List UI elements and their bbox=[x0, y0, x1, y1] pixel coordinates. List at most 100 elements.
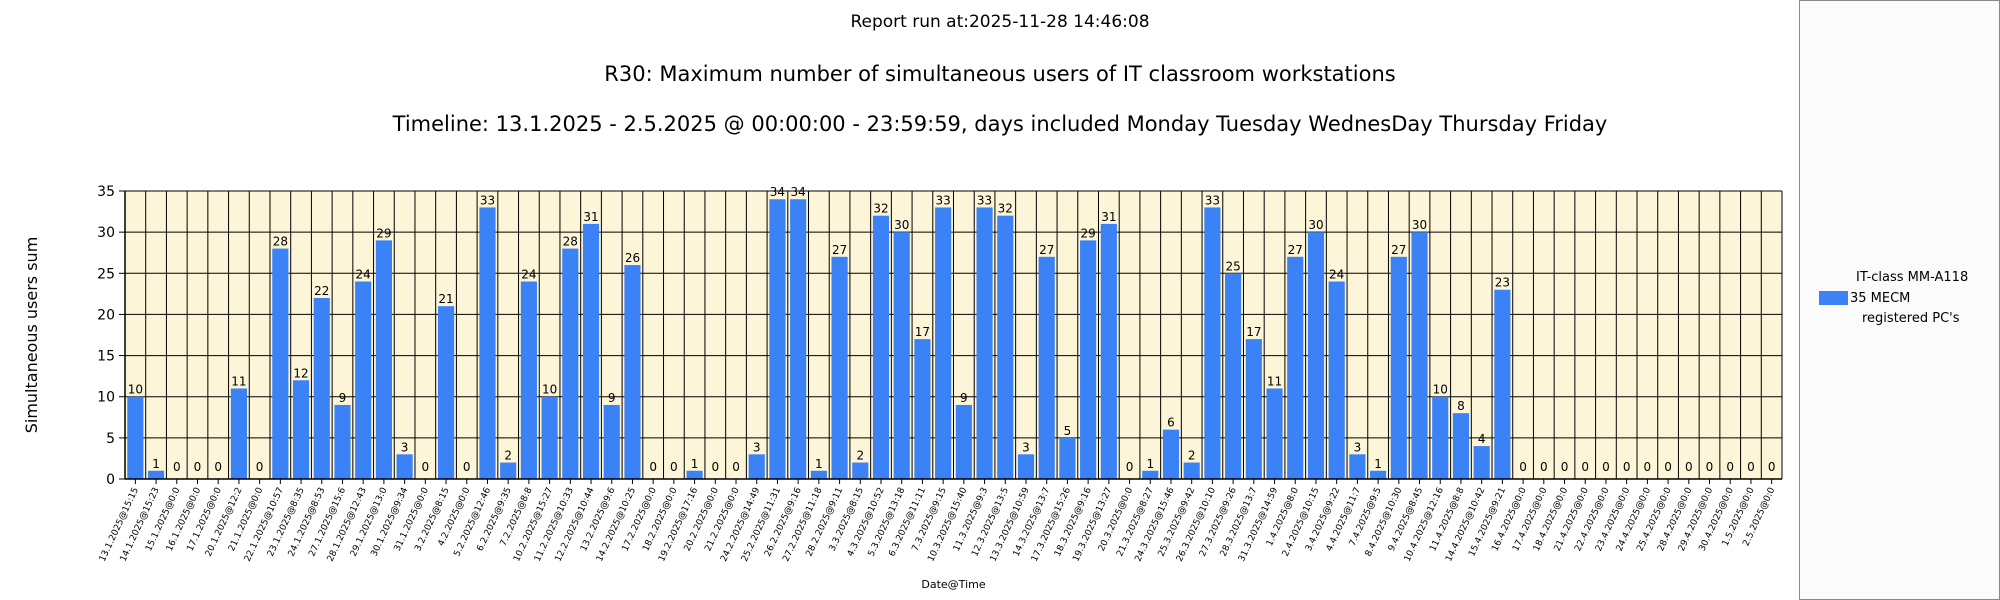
bar-value-label: 24 bbox=[521, 268, 536, 282]
bar-value-label: 27 bbox=[1391, 243, 1406, 257]
bar-value-label: 28 bbox=[563, 235, 578, 249]
bar-value-label: 29 bbox=[376, 226, 391, 240]
y-axis-title: Simultaneous users sum bbox=[22, 237, 41, 434]
bar-value-label: 33 bbox=[977, 193, 992, 207]
bar bbox=[1287, 256, 1304, 479]
bar-value-label: 0 bbox=[422, 460, 430, 474]
bar-value-label: 1 bbox=[1374, 457, 1382, 471]
bar bbox=[1432, 396, 1449, 479]
bar bbox=[1328, 281, 1345, 479]
report-run-timestamp: Report run at:2025-11-28 14:46:08 bbox=[850, 12, 1150, 32]
bar bbox=[893, 232, 910, 479]
legend-label-line-1: IT-class MM-A118 bbox=[1856, 270, 1969, 285]
bar-value-label: 31 bbox=[583, 210, 598, 224]
bar-value-label: 34 bbox=[770, 185, 785, 199]
bar-value-label: 30 bbox=[894, 218, 909, 232]
bar bbox=[1473, 446, 1490, 479]
bar-value-label: 0 bbox=[1685, 460, 1693, 474]
bar-value-label: 24 bbox=[356, 268, 371, 282]
bar-value-label: 10 bbox=[128, 383, 143, 397]
legend-label-line-3: registered PC's bbox=[1862, 311, 1960, 326]
bar-value-label: 5 bbox=[1064, 424, 1072, 438]
bar bbox=[1183, 462, 1200, 479]
bar-value-label: 33 bbox=[936, 193, 951, 207]
y-tick-label: 0 bbox=[106, 472, 115, 488]
bar bbox=[1080, 240, 1097, 479]
bar-value-label: 0 bbox=[1747, 460, 1755, 474]
bar-value-label: 30 bbox=[1308, 218, 1323, 232]
bar-value-label: 10 bbox=[542, 383, 557, 397]
bar bbox=[748, 454, 765, 479]
bar-value-label: 3 bbox=[753, 440, 761, 454]
bar-value-label: 17 bbox=[915, 325, 930, 339]
bar-value-label: 0 bbox=[173, 460, 181, 474]
bar-value-label: 0 bbox=[1561, 460, 1569, 474]
bar-value-label: 29 bbox=[1080, 226, 1095, 240]
y-tick-label: 5 bbox=[106, 431, 115, 447]
bar bbox=[831, 256, 848, 479]
bar-value-label: 9 bbox=[960, 391, 968, 405]
bar bbox=[1162, 429, 1180, 479]
bar-value-label: 2 bbox=[856, 449, 864, 463]
bar bbox=[976, 207, 993, 479]
bar bbox=[1017, 454, 1035, 479]
y-tick-label: 20 bbox=[97, 307, 115, 323]
bar bbox=[1390, 256, 1407, 479]
bar bbox=[1411, 232, 1428, 479]
bar bbox=[541, 396, 558, 479]
bar-value-label: 11 bbox=[1267, 374, 1282, 388]
bar-value-label: 3 bbox=[401, 440, 409, 454]
bar-value-label: 28 bbox=[273, 235, 288, 249]
bar bbox=[1245, 339, 1262, 479]
bar bbox=[1204, 207, 1221, 479]
bar-value-label: 2 bbox=[504, 449, 512, 463]
bar bbox=[935, 207, 952, 479]
bar-value-label: 33 bbox=[1205, 193, 1220, 207]
bar bbox=[1038, 256, 1055, 479]
bar-value-label: 3 bbox=[1354, 440, 1362, 454]
bar-value-label: 0 bbox=[1706, 460, 1714, 474]
bar-value-label: 10 bbox=[1433, 383, 1448, 397]
bar-value-label: 25 bbox=[1225, 259, 1240, 273]
bar-value-label: 4 bbox=[1478, 432, 1486, 446]
bar bbox=[769, 199, 786, 479]
bar bbox=[810, 470, 827, 479]
bar-value-label: 0 bbox=[1768, 460, 1776, 474]
y-tick-label: 35 bbox=[97, 184, 115, 200]
bar bbox=[292, 380, 310, 479]
bar bbox=[1349, 454, 1366, 479]
bar bbox=[396, 454, 413, 479]
bar-value-label: 1 bbox=[152, 457, 160, 471]
bar bbox=[914, 339, 931, 479]
bar bbox=[955, 404, 972, 479]
bar-value-label: 26 bbox=[625, 251, 640, 265]
bar-value-label: 24 bbox=[1329, 268, 1344, 282]
bar-value-label: 32 bbox=[873, 202, 888, 216]
bar-value-label: 33 bbox=[480, 193, 495, 207]
bar-value-label: 0 bbox=[1540, 460, 1548, 474]
bar bbox=[624, 265, 641, 479]
bar bbox=[147, 470, 165, 479]
bar-value-label: 0 bbox=[463, 460, 471, 474]
bar-value-label: 3 bbox=[1022, 440, 1030, 454]
bar-value-label: 23 bbox=[1495, 276, 1510, 290]
bar-value-label: 1 bbox=[1146, 457, 1154, 471]
bar bbox=[997, 215, 1014, 479]
bar-value-label: 0 bbox=[194, 460, 202, 474]
bar bbox=[355, 281, 372, 479]
bar-value-label: 0 bbox=[1602, 460, 1610, 474]
bar bbox=[375, 240, 392, 479]
legend: IT-class MM-A118 35 MECM registered PC's bbox=[1799, 0, 2000, 600]
bar bbox=[313, 297, 330, 479]
bar-value-label: 11 bbox=[231, 374, 246, 388]
bar-value-label: 0 bbox=[1623, 460, 1631, 474]
bar bbox=[500, 462, 517, 479]
bar bbox=[334, 404, 351, 479]
bar bbox=[790, 199, 807, 479]
bar bbox=[562, 248, 579, 479]
bar bbox=[1307, 232, 1325, 479]
bar-value-label: 21 bbox=[438, 292, 453, 306]
y-tick-label: 10 bbox=[97, 390, 115, 406]
bar bbox=[230, 388, 247, 479]
bar-value-label: 1 bbox=[815, 457, 823, 471]
